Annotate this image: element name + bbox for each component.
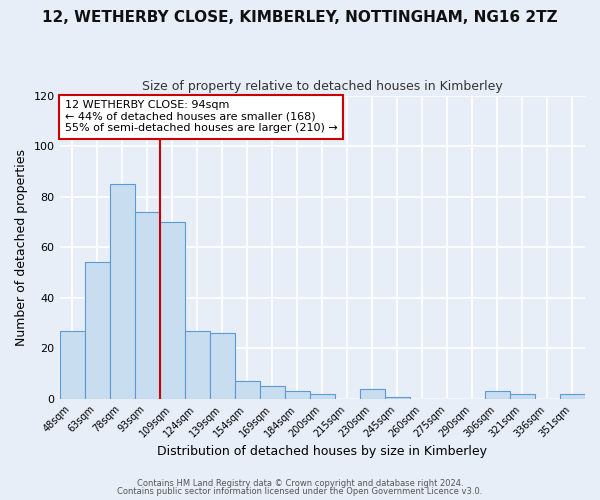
Bar: [385, 396, 410, 399]
Bar: [485, 392, 510, 399]
Title: Size of property relative to detached houses in Kimberley: Size of property relative to detached ho…: [142, 80, 503, 93]
Bar: [59, 331, 85, 399]
Bar: [209, 334, 235, 399]
Text: Contains public sector information licensed under the Open Government Licence v3: Contains public sector information licen…: [118, 487, 482, 496]
Text: 12 WETHERBY CLOSE: 94sqm
← 44% of detached houses are smaller (168)
55% of semi-: 12 WETHERBY CLOSE: 94sqm ← 44% of detach…: [65, 100, 338, 134]
Bar: [260, 386, 285, 399]
Bar: [85, 262, 110, 399]
Bar: [310, 394, 335, 399]
Bar: [160, 222, 185, 399]
Bar: [560, 394, 585, 399]
Bar: [285, 392, 310, 399]
Text: 12, WETHERBY CLOSE, KIMBERLEY, NOTTINGHAM, NG16 2TZ: 12, WETHERBY CLOSE, KIMBERLEY, NOTTINGHA…: [42, 10, 558, 25]
Bar: [510, 394, 535, 399]
Bar: [360, 389, 385, 399]
Bar: [235, 382, 260, 399]
Bar: [185, 331, 209, 399]
Bar: [134, 212, 160, 399]
Bar: [110, 184, 134, 399]
X-axis label: Distribution of detached houses by size in Kimberley: Distribution of detached houses by size …: [157, 444, 487, 458]
Y-axis label: Number of detached properties: Number of detached properties: [15, 149, 28, 346]
Text: Contains HM Land Registry data © Crown copyright and database right 2024.: Contains HM Land Registry data © Crown c…: [137, 478, 463, 488]
